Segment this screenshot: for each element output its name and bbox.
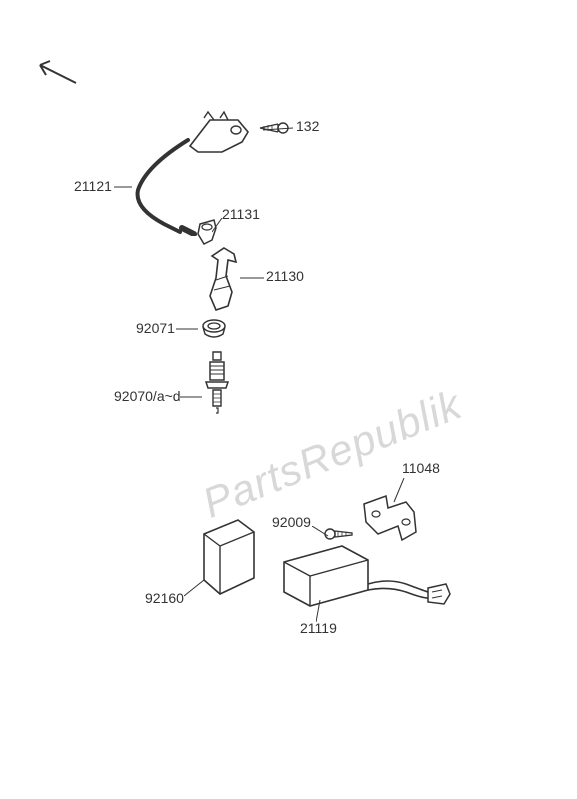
part-label: 92070/a~d bbox=[114, 388, 181, 404]
leader-line bbox=[180, 394, 204, 400]
leader-line bbox=[176, 326, 200, 332]
coil-wire-icon bbox=[128, 138, 200, 236]
part-label: 132 bbox=[296, 118, 319, 134]
part-label: 21121 bbox=[74, 178, 112, 194]
arrow-indicator-icon bbox=[32, 55, 80, 89]
part-label: 92071 bbox=[136, 320, 175, 336]
spark-plug-icon bbox=[204, 350, 230, 416]
leader-line bbox=[312, 526, 330, 538]
leader-line bbox=[114, 184, 134, 190]
part-label: 11048 bbox=[402, 460, 440, 476]
leader-line bbox=[184, 580, 206, 598]
watermark: PartsRepublik bbox=[196, 380, 468, 527]
part-label: 21131 bbox=[222, 206, 260, 222]
part-label: 92160 bbox=[145, 590, 184, 606]
leader-line bbox=[263, 126, 297, 134]
wire-harness-icon bbox=[366, 572, 452, 614]
parts-diagram: PartsRepublik bbox=[0, 0, 577, 799]
cover-box-icon bbox=[198, 516, 260, 598]
part-label: 21119 bbox=[300, 620, 337, 636]
part-label: 92009 bbox=[272, 514, 311, 530]
plug-cap-icon bbox=[206, 246, 242, 314]
part-label: 21130 bbox=[266, 268, 304, 284]
igniter-box-icon bbox=[278, 542, 376, 608]
leader-line bbox=[240, 275, 266, 281]
bracket-icon bbox=[358, 492, 422, 548]
grommet-icon bbox=[200, 318, 228, 340]
leader-line bbox=[392, 478, 406, 504]
